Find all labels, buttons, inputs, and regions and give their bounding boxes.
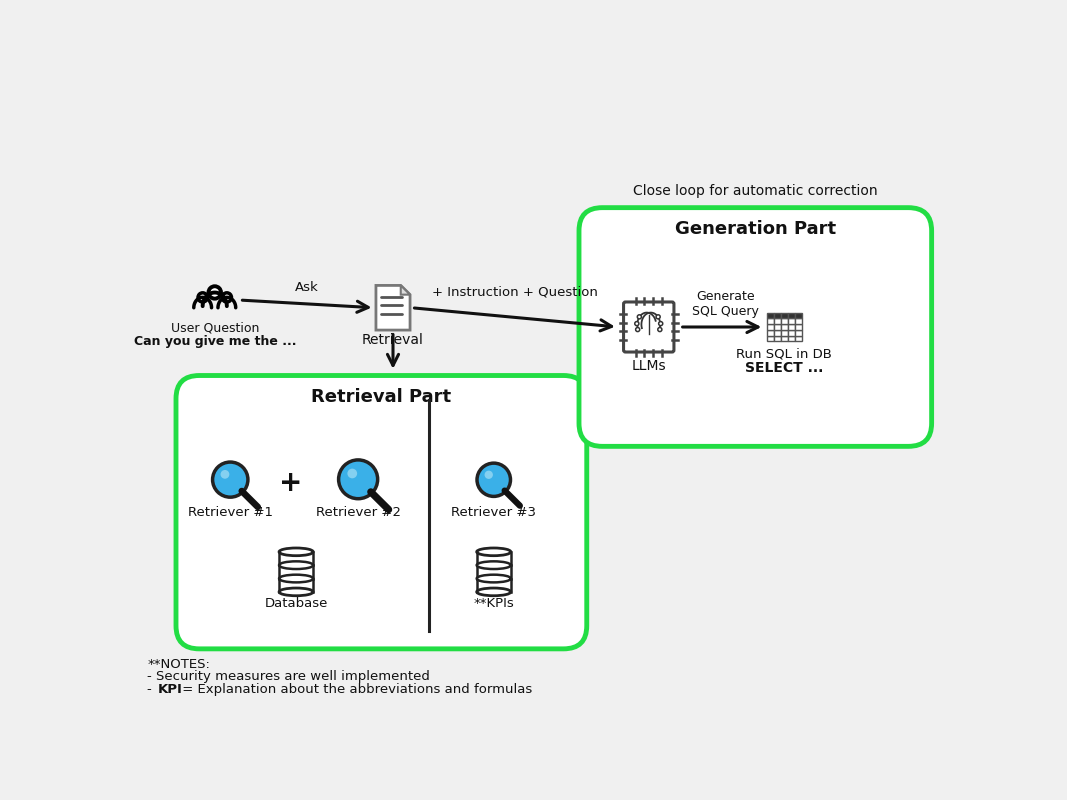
Text: User Question: User Question (171, 322, 259, 334)
Bar (795, 313, 802, 318)
Circle shape (477, 463, 510, 496)
Circle shape (637, 315, 641, 319)
Text: Run SQL in DB: Run SQL in DB (736, 348, 832, 361)
Circle shape (222, 293, 232, 302)
Ellipse shape (477, 574, 511, 582)
Text: + Instruction + Question: + Instruction + Question (432, 286, 598, 298)
Text: Retrieval Part: Retrieval Part (312, 388, 451, 406)
Circle shape (658, 322, 663, 326)
Polygon shape (376, 286, 410, 330)
Text: Retriever #2: Retriever #2 (316, 506, 400, 519)
Bar (766, 336, 774, 342)
Text: **KPIs: **KPIs (474, 598, 514, 610)
Bar (774, 336, 781, 342)
Bar (787, 324, 795, 330)
Bar (781, 330, 787, 336)
Bar (781, 336, 787, 342)
Bar (781, 318, 787, 324)
Bar (774, 330, 781, 336)
Bar (774, 318, 781, 324)
Circle shape (348, 469, 357, 478)
Bar (781, 324, 787, 330)
Text: Retrieval: Retrieval (362, 333, 424, 347)
Bar (766, 324, 774, 330)
Text: Close loop for automatic correction: Close loop for automatic correction (633, 185, 878, 198)
Text: Can you give me the ...: Can you give me the ... (133, 334, 296, 348)
Circle shape (212, 462, 248, 497)
Circle shape (657, 327, 662, 331)
Bar (795, 324, 802, 330)
Text: Retriever #1: Retriever #1 (188, 506, 273, 519)
Text: +: + (278, 469, 302, 497)
Bar (766, 318, 774, 324)
FancyBboxPatch shape (579, 208, 931, 446)
Text: LLMs: LLMs (632, 359, 666, 374)
Circle shape (338, 460, 378, 498)
Ellipse shape (280, 588, 314, 596)
Bar (787, 336, 795, 342)
FancyBboxPatch shape (176, 375, 587, 649)
Ellipse shape (477, 588, 511, 596)
Text: -: - (147, 682, 157, 696)
Text: = Explanation about the abbreviations and formulas: = Explanation about the abbreviations an… (177, 682, 531, 696)
Bar (766, 330, 774, 336)
Bar (774, 313, 781, 318)
Circle shape (484, 470, 493, 479)
Circle shape (656, 315, 660, 319)
Ellipse shape (280, 562, 314, 569)
Ellipse shape (280, 574, 314, 582)
Polygon shape (401, 286, 410, 294)
Text: **NOTES:: **NOTES: (147, 658, 210, 671)
Bar (795, 318, 802, 324)
Ellipse shape (477, 548, 511, 556)
Bar (280, 578, 314, 592)
Bar (280, 565, 314, 578)
Ellipse shape (280, 548, 314, 556)
Circle shape (636, 327, 640, 331)
Bar (280, 552, 314, 565)
Bar (781, 313, 787, 318)
Bar (787, 313, 795, 318)
Circle shape (221, 470, 229, 478)
Text: SELECT ...: SELECT ... (745, 361, 824, 375)
Bar (795, 330, 802, 336)
Text: - Security measures are well implemented: - Security measures are well implemented (147, 670, 430, 683)
Text: Retriever #3: Retriever #3 (451, 506, 537, 519)
Bar (774, 324, 781, 330)
Bar (766, 313, 774, 318)
Bar (795, 336, 802, 342)
Text: Generate
SQL Query: Generate SQL Query (692, 290, 760, 318)
Text: KPI: KPI (158, 682, 184, 696)
Text: Generation Part: Generation Part (674, 220, 835, 238)
Bar (477, 565, 511, 578)
Text: Ask: Ask (296, 281, 319, 294)
Bar (477, 552, 511, 565)
Bar (477, 578, 511, 592)
Bar (787, 330, 795, 336)
Bar (787, 318, 795, 324)
Circle shape (208, 286, 221, 298)
Circle shape (635, 322, 639, 326)
FancyBboxPatch shape (623, 302, 674, 352)
Circle shape (198, 293, 207, 302)
Ellipse shape (477, 562, 511, 569)
Text: Database: Database (265, 598, 328, 610)
